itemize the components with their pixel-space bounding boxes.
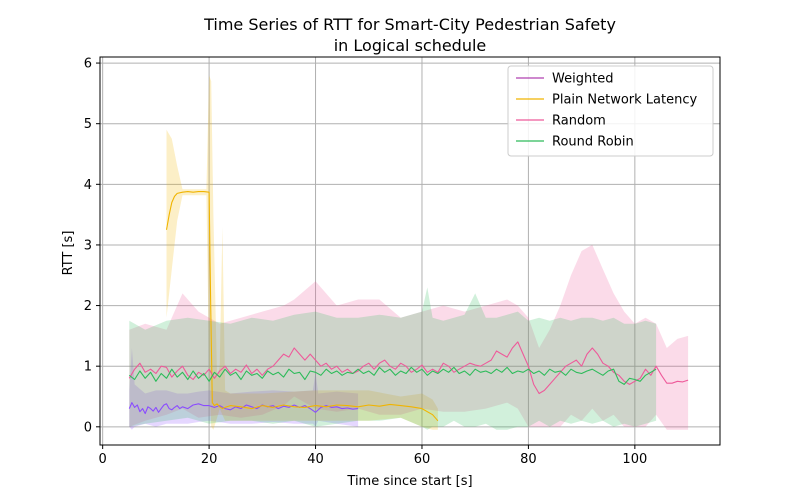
legend-label-2: Random — [552, 114, 606, 129]
x-tick-label-5: 100 — [622, 452, 647, 467]
x-tick-label-4: 80 — [520, 452, 537, 467]
legend: Weighted Plain Network Latency Random Round… — [507, 65, 714, 157]
x-tick-label-3: 60 — [414, 452, 431, 467]
line-series-1 — [165, 191, 439, 422]
band-series-3 — [129, 287, 657, 430]
x-tick-label-2: 40 — [307, 452, 324, 467]
y-tick-label-3: 3 — [84, 238, 92, 253]
legend-label-3: Round Robin — [552, 135, 634, 150]
chart-title-line-1: Time Series of RTT for Smart-City Pedest… — [203, 15, 616, 34]
axes-frame — [99, 56, 721, 446]
legend-label-1: Plain Network Latency — [552, 93, 698, 108]
y-tick-label-1: 1 — [84, 360, 92, 375]
line-series-0 — [128, 402, 359, 415]
y-tick-label-4: 4 — [84, 178, 92, 193]
band-series-2 — [129, 244, 689, 430]
band-series-0 — [129, 348, 359, 430]
y-tick-label-0: 0 — [84, 420, 92, 435]
x-tick-label-1: 20 — [201, 452, 218, 467]
y-tick-label-6: 6 — [84, 57, 92, 72]
y-tick-label-5: 5 — [84, 117, 92, 132]
plot-area: 0 20 40 60 80 100 0 1 2 3 4 5 6 — [84, 56, 721, 467]
legend-label-0: Weighted — [552, 72, 614, 87]
legend-frame — [507, 65, 714, 157]
x-axis-label: Time since start [s] — [346, 474, 472, 489]
line-series-2 — [128, 341, 689, 395]
x-tick-label-0: 0 — [99, 452, 107, 467]
plot-content — [128, 75, 689, 430]
y-axis-label: RTT [s] — [61, 231, 76, 276]
y-tick-label-2: 2 — [84, 299, 92, 314]
line-series-3 — [128, 366, 657, 385]
chart-title-line-2: in Logical schedule — [334, 36, 487, 55]
